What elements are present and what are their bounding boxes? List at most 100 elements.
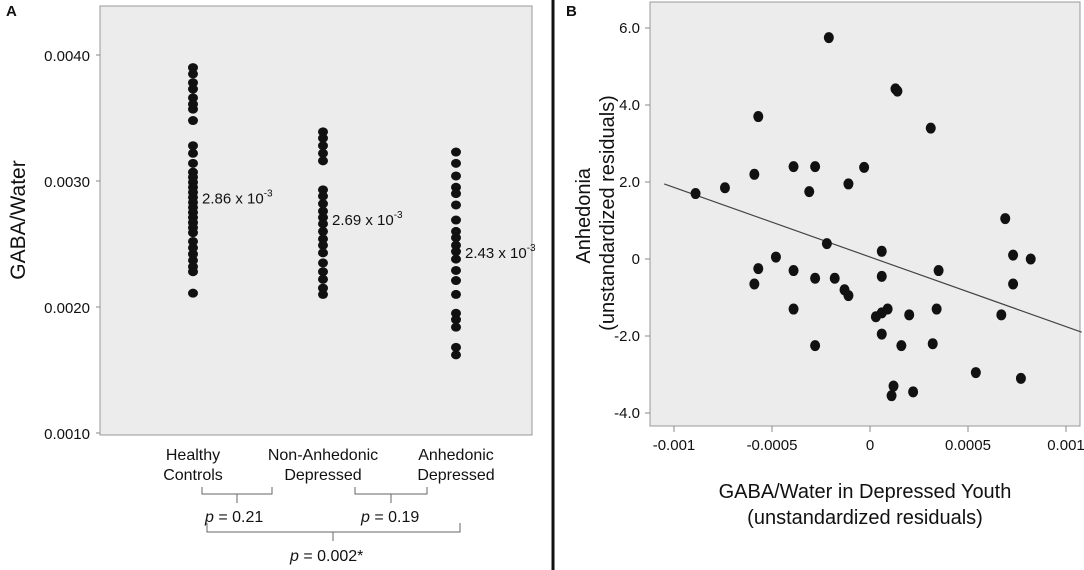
- b-data-point: [931, 303, 942, 315]
- b-data-point: [1008, 278, 1019, 290]
- a-data-point: [451, 322, 461, 332]
- panel-a-points: [188, 63, 461, 360]
- a-group-label-line1: Anhedonic: [418, 447, 494, 464]
- b-data-point: [843, 290, 854, 302]
- a-data-point: [318, 219, 328, 229]
- a-data-point: [318, 206, 328, 216]
- a-data-point: [188, 267, 198, 277]
- a-data-point: [188, 69, 198, 79]
- b-data-point: [749, 168, 760, 180]
- panel-b-y-axis-label: Anhedonia (unstandardized residuals): [573, 95, 619, 331]
- a-data-point: [188, 93, 198, 103]
- b-data-point: [908, 386, 919, 398]
- bracket-nad-vs-ad: [354, 487, 428, 503]
- a-data-point: [188, 249, 198, 259]
- panel-b-y-axis-label-line1: Anhedonia: [573, 167, 595, 264]
- panel-a-comparison-brackets: p = 0.21 p = 0.19 p = 0.002*: [201, 487, 461, 565]
- a-mean-label: 2.69 x 10-3: [332, 210, 403, 229]
- b-data-point: [804, 186, 815, 198]
- a-data-point: [188, 158, 198, 168]
- a-group-label-line2: Depressed: [284, 467, 361, 484]
- b-data-point: [788, 265, 799, 277]
- a-data-point: [451, 158, 461, 168]
- b-data-point: [925, 122, 936, 134]
- panel-b-x-axis-label-line1: GABA/Water in Depressed Youth: [719, 481, 1012, 503]
- b-y-tick-label: -4.0: [614, 405, 640, 422]
- b-data-point: [829, 272, 840, 284]
- b-y-tick-label: 6.0: [619, 20, 640, 37]
- panel-a-group-labels: Healthy Controls Non-Anhedonic Depressed Anh…: [163, 447, 494, 484]
- b-data-point: [690, 188, 701, 200]
- panel-b-points: [690, 32, 1036, 402]
- a-data-point: [318, 234, 328, 244]
- b-data-point: [1015, 372, 1026, 384]
- a-data-point: [188, 78, 198, 88]
- a-data-point: [451, 315, 461, 325]
- b-data-point: [933, 265, 944, 277]
- b-data-point: [859, 161, 870, 173]
- panel-a-mean-labels: 2.86 x 10-3 2.69 x 10-3 2.43 x 10-3: [202, 189, 536, 262]
- a-data-point: [318, 213, 328, 223]
- panel-a-y-axis-label: GABA/Water: [7, 160, 30, 279]
- b-data-point: [749, 278, 760, 290]
- panel-b-y-axis-label-line2: (unstandardized residuals): [597, 95, 619, 331]
- b-data-point: [876, 328, 887, 340]
- a-data-point: [451, 342, 461, 352]
- a-data-point: [451, 189, 461, 199]
- b-y-tick-label: 2.0: [619, 174, 640, 191]
- b-x-tick-label: -0.001: [653, 437, 696, 454]
- a-y-tick-label: 0.0020: [44, 300, 90, 317]
- b-data-point: [896, 340, 907, 352]
- a-data-point: [451, 350, 461, 360]
- a-data-point: [188, 116, 198, 126]
- a-mean-label: 2.86 x 10-3: [202, 189, 273, 208]
- panel-a-label: A: [6, 3, 17, 20]
- b-data-point: [810, 272, 821, 284]
- a-y-tick-label: 0.0010: [44, 426, 90, 443]
- a-data-point: [318, 185, 328, 195]
- b-data-point: [1000, 213, 1011, 225]
- panel-b-label: B: [566, 3, 577, 20]
- a-data-point: [451, 254, 461, 264]
- a-data-point: [318, 267, 328, 277]
- p-value-hc-vs-nad: p = 0.21: [204, 509, 263, 526]
- a-data-point: [318, 248, 328, 258]
- a-group-label-line2: Controls: [163, 467, 223, 484]
- a-data-point: [188, 255, 198, 265]
- a-data-point: [188, 141, 198, 151]
- b-x-tick-label: 0.0005: [945, 437, 991, 454]
- b-data-point: [1025, 253, 1036, 265]
- a-data-point: [451, 240, 461, 250]
- b-data-point: [810, 161, 821, 173]
- a-group-label-line2: Depressed: [417, 467, 494, 484]
- b-data-point: [996, 309, 1007, 321]
- b-data-point: [1008, 249, 1019, 261]
- a-data-point: [318, 258, 328, 268]
- a-data-point: [451, 171, 461, 181]
- panel-b-regression-line: [663, 183, 1082, 333]
- a-group-label-line1: Healthy: [166, 447, 220, 464]
- b-data-point: [876, 245, 887, 257]
- bracket-hc-vs-nad: [201, 487, 273, 503]
- a-data-point: [318, 199, 328, 209]
- a-mean-label: 2.43 x 10-3: [465, 243, 536, 262]
- b-data-point: [927, 338, 938, 350]
- b-x-tick-label: 0: [866, 437, 874, 454]
- panel-a-y-ticks: 0.0010 0.0020 0.0030 0.0040: [44, 48, 100, 443]
- a-data-point: [451, 265, 461, 275]
- a-data-point: [188, 63, 198, 73]
- b-data-point: [882, 303, 893, 315]
- a-data-point: [451, 276, 461, 286]
- b-data-point: [970, 367, 981, 379]
- b-data-point: [843, 178, 854, 190]
- a-data-point: [318, 127, 328, 137]
- b-data-point: [876, 270, 887, 282]
- a-data-point: [318, 274, 328, 284]
- a-data-point: [188, 228, 198, 238]
- panel-b-plot-area: [649, 1, 1081, 427]
- a-group-label-line1: Non-Anhedonic: [268, 447, 378, 464]
- b-data-point: [788, 161, 799, 173]
- b-x-tick-label: -0.0005: [747, 437, 798, 454]
- a-data-point: [451, 226, 461, 236]
